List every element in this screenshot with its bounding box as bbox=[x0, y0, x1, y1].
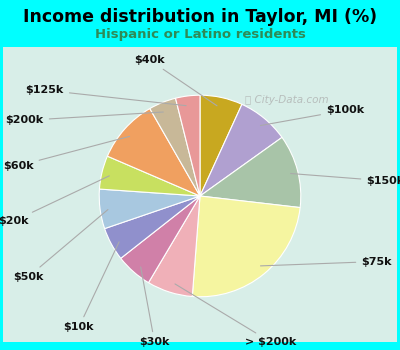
Text: $60k: $60k bbox=[3, 136, 130, 171]
Wedge shape bbox=[150, 98, 200, 196]
Text: $100k: $100k bbox=[260, 105, 364, 126]
Wedge shape bbox=[200, 104, 282, 196]
Wedge shape bbox=[176, 95, 200, 196]
Text: $200k: $200k bbox=[6, 112, 163, 125]
Wedge shape bbox=[200, 138, 301, 208]
FancyBboxPatch shape bbox=[3, 47, 397, 342]
Text: $125k: $125k bbox=[26, 85, 186, 106]
Text: $75k: $75k bbox=[260, 257, 392, 266]
Wedge shape bbox=[148, 196, 200, 296]
Text: $150k: $150k bbox=[291, 174, 400, 186]
Text: > $200k: > $200k bbox=[175, 284, 297, 347]
Text: $50k: $50k bbox=[13, 210, 108, 282]
Wedge shape bbox=[121, 196, 200, 283]
Wedge shape bbox=[107, 108, 200, 196]
Text: $40k: $40k bbox=[134, 55, 217, 106]
Wedge shape bbox=[105, 196, 200, 258]
Wedge shape bbox=[100, 156, 200, 196]
Text: $20k: $20k bbox=[0, 176, 109, 226]
Text: Income distribution in Taylor, MI (%): Income distribution in Taylor, MI (%) bbox=[23, 8, 377, 26]
Wedge shape bbox=[99, 189, 200, 229]
Wedge shape bbox=[200, 95, 242, 196]
Text: $10k: $10k bbox=[64, 242, 119, 332]
Wedge shape bbox=[192, 196, 300, 297]
Text: ⓘ City-Data.com: ⓘ City-Data.com bbox=[245, 95, 329, 105]
Text: Hispanic or Latino residents: Hispanic or Latino residents bbox=[94, 28, 306, 41]
Text: $30k: $30k bbox=[139, 267, 170, 347]
